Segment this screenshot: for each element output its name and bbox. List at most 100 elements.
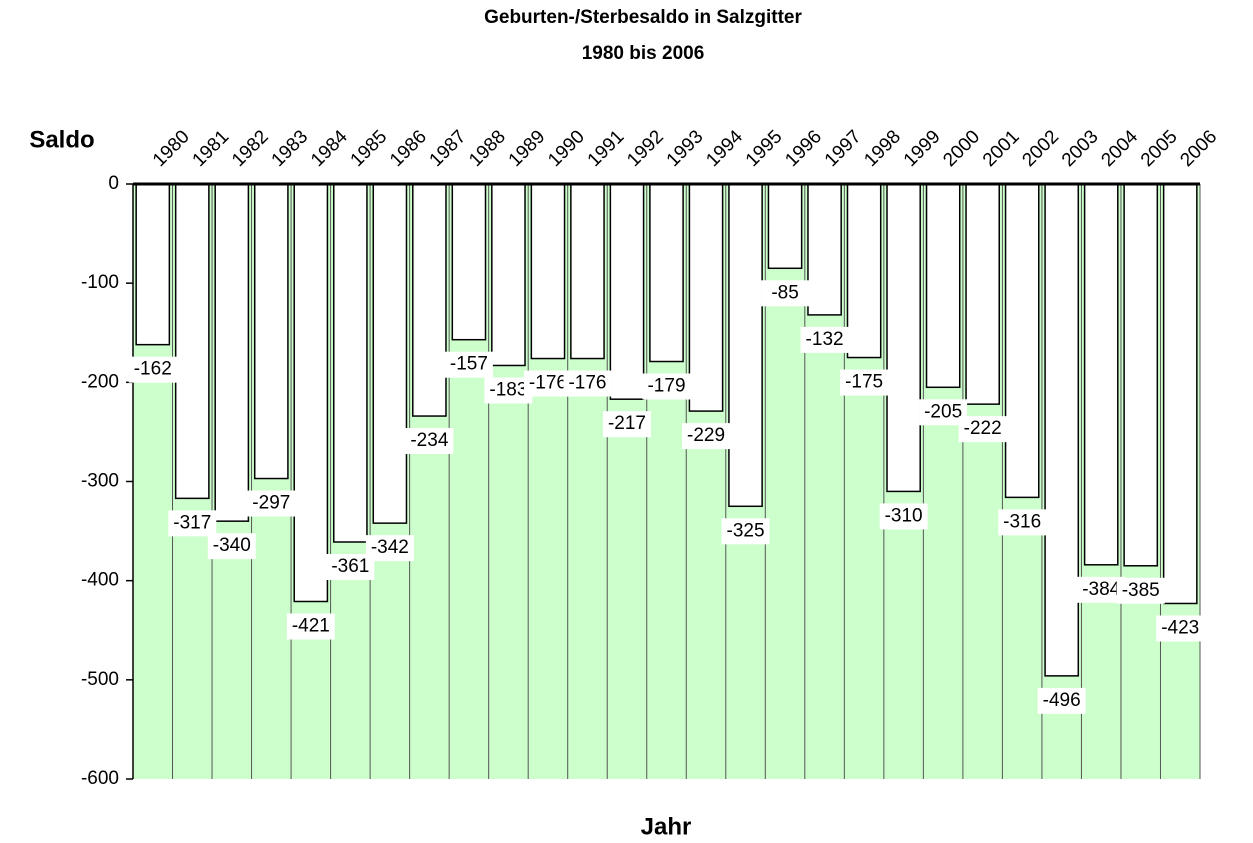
y-axis-title: Saldo [29, 126, 94, 153]
x-axis-title: Jahr [641, 813, 692, 840]
data-label: -85 [771, 282, 798, 303]
x-tick-label: 1984 [307, 126, 352, 171]
x-tick-label: 1992 [623, 126, 668, 171]
bar [214, 183, 250, 522]
bar [451, 183, 487, 341]
y-tick-label: 0 [108, 173, 119, 194]
bar [491, 183, 526, 367]
bar [530, 183, 566, 360]
x-tick-label: 1983 [268, 126, 313, 171]
x-tick-label: 1982 [228, 126, 273, 171]
data-label-box [563, 370, 612, 397]
data-label: -175 [845, 372, 883, 393]
data-label: -496 [1043, 690, 1081, 711]
x-tick-label: 1999 [900, 126, 945, 171]
bar [649, 183, 684, 363]
data-label-box [998, 509, 1047, 536]
data-label-box [721, 518, 770, 545]
data-label-box [879, 503, 928, 530]
data-label-box [444, 351, 493, 378]
data-label-box [800, 326, 849, 353]
x-tick-label: 1994 [702, 126, 747, 171]
x-tick-label: 1991 [584, 126, 629, 171]
chart-title: Geburten-/Sterbesaldo in Salzgitter [484, 7, 802, 28]
bar [886, 183, 921, 493]
bar [807, 183, 842, 316]
chart-subtitle: 1980 bis 2006 [582, 43, 705, 64]
data-label-box [840, 369, 889, 396]
bar [253, 183, 289, 480]
bar [412, 183, 447, 417]
x-tick-label: 1981 [189, 126, 234, 171]
x-tick-label: 2005 [1137, 126, 1182, 171]
x-tick-label: 1987 [426, 126, 471, 171]
data-label-box [682, 423, 731, 450]
data-label: -340 [213, 535, 251, 556]
data-label: -205 [924, 401, 962, 422]
x-tick-label: 2001 [979, 126, 1024, 171]
data-label: -297 [252, 493, 290, 514]
data-label: -421 [292, 616, 330, 637]
data-label: -325 [727, 520, 765, 541]
x-tick-label: 2002 [1018, 126, 1063, 171]
data-label-box [365, 535, 414, 562]
data-label: -176 [529, 373, 567, 394]
x-tick-label: 1997 [821, 126, 866, 171]
x-tick-label: 1985 [347, 126, 392, 171]
x-tick-label: 1993 [663, 126, 708, 171]
bar [1004, 183, 1040, 499]
data-label-box [1156, 615, 1205, 642]
data-label: -361 [331, 556, 369, 577]
data-label: -222 [964, 418, 1002, 439]
bar [174, 183, 210, 500]
y-tick-label: -600 [81, 768, 119, 789]
data-label-box [958, 416, 1007, 443]
data-label: -423 [1161, 617, 1199, 638]
data-label: -162 [134, 359, 172, 380]
x-tick-label: 1995 [742, 126, 787, 171]
bar [846, 183, 882, 359]
y-tick-label: -500 [81, 669, 119, 690]
bar [609, 183, 645, 400]
data-label-box [1116, 577, 1165, 604]
bar [1123, 183, 1159, 567]
bar [688, 183, 724, 412]
bar [135, 183, 171, 346]
y-tick-label: -100 [81, 272, 119, 293]
bar [767, 183, 803, 270]
bar [372, 183, 408, 524]
x-tick-label: 2003 [1058, 126, 1103, 171]
data-label-box [286, 613, 335, 640]
x-tick-label: 1986 [386, 126, 431, 171]
data-label: -179 [647, 376, 685, 397]
data-label: -317 [173, 512, 211, 533]
data-label-box [1037, 687, 1086, 714]
data-label: -157 [450, 354, 488, 375]
bar [925, 183, 961, 389]
data-label-box [128, 356, 177, 383]
bar [728, 183, 763, 508]
x-tick-label: 2000 [939, 126, 984, 171]
data-label: -384 [1082, 579, 1120, 600]
data-label: -183 [489, 379, 527, 400]
x-tick-label: 1990 [544, 126, 589, 171]
x-tick-label: 1989 [505, 126, 550, 171]
bar [1083, 183, 1119, 566]
data-label: -229 [687, 425, 725, 446]
data-label: -234 [410, 430, 448, 451]
data-label-box [642, 373, 691, 400]
bar [1044, 183, 1080, 677]
bar [965, 183, 1000, 405]
data-label: -217 [608, 413, 646, 434]
bar [570, 183, 605, 360]
data-label-box [247, 490, 296, 517]
x-tick-label: 2006 [1176, 126, 1221, 171]
x-tick-label: 2004 [1097, 126, 1142, 171]
bar [333, 183, 368, 543]
x-tick-label: 1980 [149, 126, 194, 171]
data-label-box [207, 533, 256, 560]
data-label: -385 [1122, 580, 1160, 601]
data-label-box [405, 428, 454, 455]
x-tick-label: 1998 [860, 126, 905, 171]
